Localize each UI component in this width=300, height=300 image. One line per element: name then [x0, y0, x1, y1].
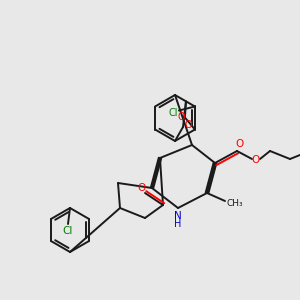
- Text: Cl: Cl: [168, 107, 178, 118]
- Text: O: O: [177, 112, 185, 122]
- Text: H: H: [174, 219, 182, 229]
- Text: O: O: [184, 120, 192, 130]
- Text: O: O: [236, 139, 244, 149]
- Text: Cl: Cl: [63, 226, 73, 236]
- Text: O: O: [137, 183, 145, 193]
- Text: CH₃: CH₃: [227, 199, 243, 208]
- Text: N: N: [174, 211, 182, 221]
- Text: O: O: [252, 155, 260, 165]
